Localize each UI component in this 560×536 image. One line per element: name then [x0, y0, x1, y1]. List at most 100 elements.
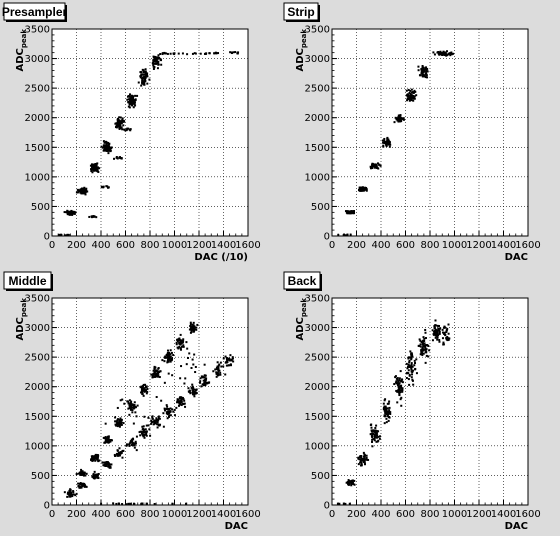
data-point [203, 376, 206, 379]
data-point [179, 333, 182, 336]
data-point [151, 62, 154, 65]
data-point [142, 82, 145, 85]
data-point [92, 169, 95, 172]
data-point [115, 124, 118, 127]
data-point [134, 406, 137, 409]
data-point [142, 69, 145, 72]
data-point [434, 319, 437, 322]
data-point [411, 355, 414, 358]
data-point [423, 75, 426, 78]
data-point [349, 210, 352, 213]
data-point [120, 122, 123, 125]
data-point [151, 415, 154, 418]
data-point [204, 380, 207, 383]
data-point [120, 157, 123, 160]
data-point [434, 332, 437, 335]
data-point [107, 152, 110, 155]
data-point [98, 167, 101, 170]
data-point [410, 88, 413, 91]
data-point [387, 416, 390, 419]
data-point [96, 474, 99, 477]
data-point [143, 428, 146, 431]
data-point [132, 422, 135, 425]
data-point [395, 389, 398, 392]
data-point [397, 118, 400, 121]
data-point [441, 328, 444, 331]
data-point [191, 383, 194, 386]
data-point [142, 427, 145, 430]
data-point [106, 435, 109, 438]
data-point [208, 381, 211, 384]
y-axis-label: ADCpeak [295, 29, 308, 72]
data-point [362, 460, 365, 463]
data-point [199, 377, 202, 380]
data-point [401, 381, 404, 384]
data-point [369, 167, 372, 170]
data-point [170, 359, 173, 362]
data-point [400, 380, 403, 383]
x-tick-label: 800 [420, 509, 439, 520]
data-point [122, 422, 125, 425]
data-point [108, 440, 111, 443]
data-point [376, 162, 379, 165]
data-point [399, 117, 402, 120]
data-point [410, 376, 413, 379]
data-point [374, 429, 377, 432]
data-point [135, 415, 138, 418]
data-point [399, 389, 402, 392]
data-point [189, 325, 192, 328]
data-point [142, 435, 145, 438]
data-point [353, 210, 356, 213]
data-point [419, 345, 422, 348]
data-point [94, 169, 97, 172]
data-point [370, 426, 373, 429]
data-point [194, 52, 197, 55]
data-point [66, 491, 69, 494]
data-point [78, 190, 81, 193]
data-point [188, 352, 191, 355]
data-point [434, 330, 437, 333]
data-point [77, 485, 80, 488]
data-point [107, 436, 110, 439]
data-point [348, 211, 351, 214]
data-point [385, 410, 388, 413]
data-point [232, 360, 235, 363]
data-point [183, 402, 186, 405]
data-point [386, 402, 389, 405]
data-point [408, 383, 411, 386]
data-point [178, 401, 181, 404]
data-point [92, 164, 95, 167]
data-point [408, 374, 411, 377]
data-point [104, 441, 107, 444]
data-point [92, 166, 95, 169]
data-point [402, 118, 405, 121]
data-point [445, 53, 448, 56]
data-point [384, 140, 387, 143]
data-point [214, 368, 217, 371]
data-point [120, 120, 123, 123]
data-point [388, 145, 391, 148]
data-point [97, 460, 100, 463]
data-point [450, 53, 453, 56]
data-point [424, 347, 427, 350]
data-point [152, 63, 155, 66]
data-point [399, 385, 402, 388]
data-point [156, 420, 159, 423]
data-point [145, 392, 148, 395]
data-point [68, 212, 71, 215]
x-tick-label: 400 [371, 509, 390, 520]
data-point [179, 347, 182, 350]
data-point [128, 103, 131, 106]
data-point [104, 439, 107, 442]
data-point [168, 351, 171, 354]
data-point [408, 364, 411, 367]
data-point [237, 51, 240, 54]
y-tick-label: 0 [324, 232, 330, 243]
data-point [121, 118, 124, 121]
data-point [398, 388, 401, 391]
data-point [169, 407, 172, 410]
data-point [424, 328, 427, 331]
data-point [419, 343, 422, 346]
data-point [379, 164, 382, 167]
x-tick-label: 1600 [515, 240, 540, 251]
